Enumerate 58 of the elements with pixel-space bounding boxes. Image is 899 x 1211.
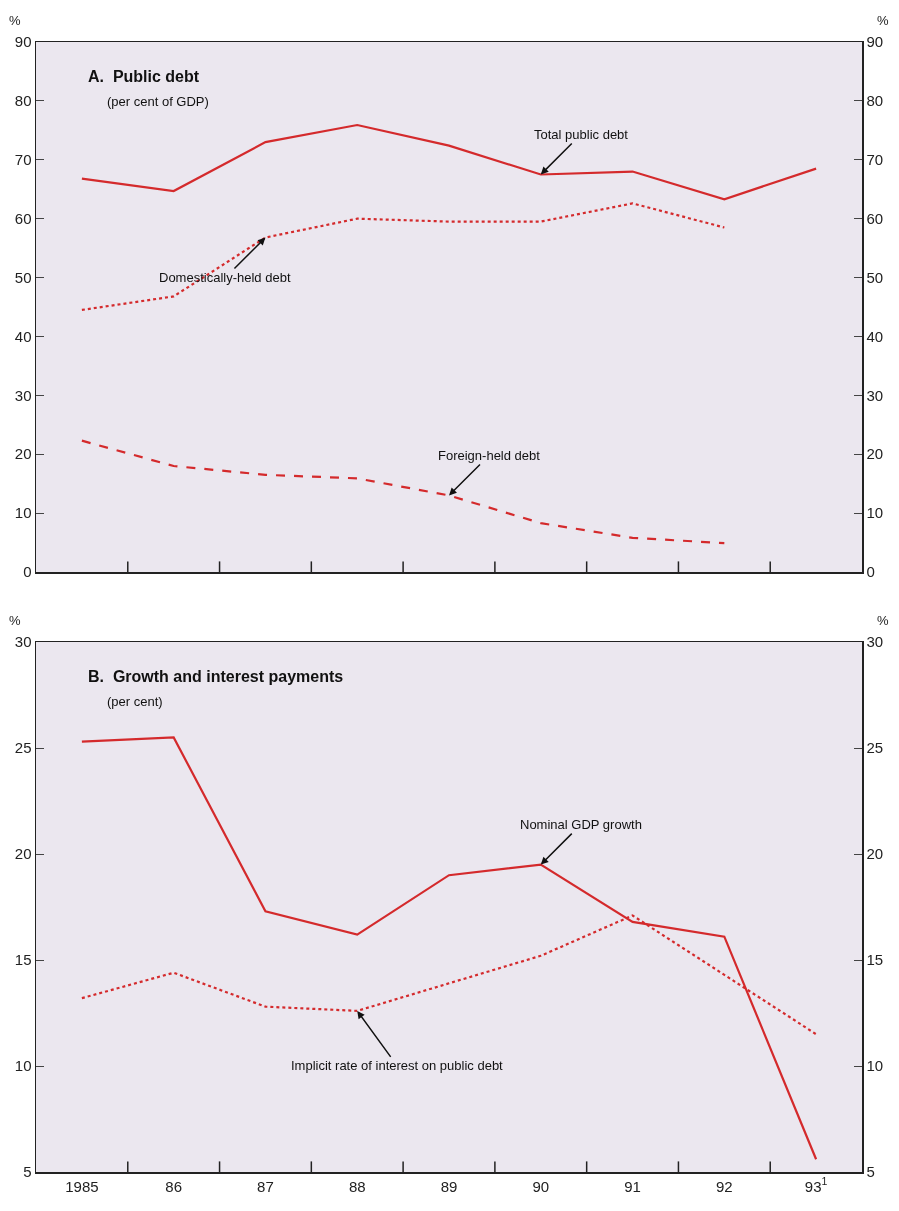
text: (per cent)	[107, 694, 163, 709]
x-tick-label: 88	[348, 1177, 366, 1195]
y2-tick-label: 10	[866, 1057, 884, 1075]
y-tick-label: 70	[14, 151, 32, 169]
text: Nominal GDP growth	[520, 817, 642, 832]
y-tick-label: 80	[14, 92, 32, 110]
x-tick-label: 86	[165, 1177, 183, 1195]
y-tick-label: 20	[14, 445, 32, 463]
y-tick-label: 50	[14, 268, 32, 286]
x-tick-label: 1985	[65, 1177, 99, 1195]
y2-tick-label: 80	[866, 92, 884, 110]
text: A. Public debt	[88, 68, 200, 85]
x-tick-label: 91	[624, 1177, 641, 1195]
x-tick-label: 89	[440, 1177, 458, 1195]
y-tick-label: 30	[14, 633, 32, 651]
y2-tick-label: 40	[866, 327, 884, 345]
y-tick-label: 5	[23, 1163, 32, 1181]
y2-tick-label: 70	[866, 151, 884, 169]
x-tick-label: 93$^{1}$	[804, 1175, 828, 1195]
y2-tick-label: 20	[866, 845, 884, 863]
y-tick-label: 20	[14, 845, 32, 863]
x-tick-label: 90	[532, 1177, 550, 1195]
y2-tick-label: 30	[866, 386, 884, 404]
y2-axis-title: %	[877, 613, 889, 628]
y-tick-label: 15	[14, 951, 32, 969]
y2-tick-label: 15	[866, 951, 884, 969]
y2-axis-title: %	[877, 13, 889, 28]
y-tick-label: 25	[14, 739, 32, 757]
text: (per cent of GDP)	[107, 94, 209, 109]
y-tick-label: 10	[14, 1057, 32, 1075]
y-tick-label: 30	[14, 386, 32, 404]
y2-tick-label: 90	[866, 33, 884, 51]
y-axis-title: %	[9, 613, 21, 628]
y2-tick-label: 30	[866, 633, 884, 651]
y2-tick-label: 0	[866, 563, 875, 581]
y2-tick-label: 60	[866, 209, 884, 227]
x-tick-label: 87	[257, 1177, 274, 1195]
text: Foreign-held debt	[438, 448, 541, 463]
y2-tick-label: 10	[866, 504, 884, 522]
text: Implicit rate of interest on public debt	[291, 1058, 504, 1073]
series-label: Domestically-held debt	[159, 270, 291, 285]
x-tick-label: 92	[715, 1177, 733, 1195]
text: Total public debt	[534, 127, 629, 142]
y2-tick-label: 20	[866, 445, 884, 463]
text: B. Growth and interest payments	[88, 668, 344, 685]
y-tick-label: 0	[23, 563, 32, 581]
y-tick-label: 40	[14, 327, 32, 345]
y-tick-label: 10	[14, 504, 32, 522]
y-axis-title: %	[9, 13, 21, 28]
y2-tick-label: 25	[866, 739, 884, 757]
line-series	[80, 123, 818, 201]
y-tick-label: 60	[14, 209, 32, 227]
y-tick-label: 90	[14, 33, 32, 51]
line-series	[80, 736, 818, 1161]
line-series	[80, 202, 726, 312]
y2-tick-label: 50	[866, 268, 884, 286]
y2-tick-label: 5	[866, 1163, 875, 1181]
line-series	[80, 439, 726, 545]
